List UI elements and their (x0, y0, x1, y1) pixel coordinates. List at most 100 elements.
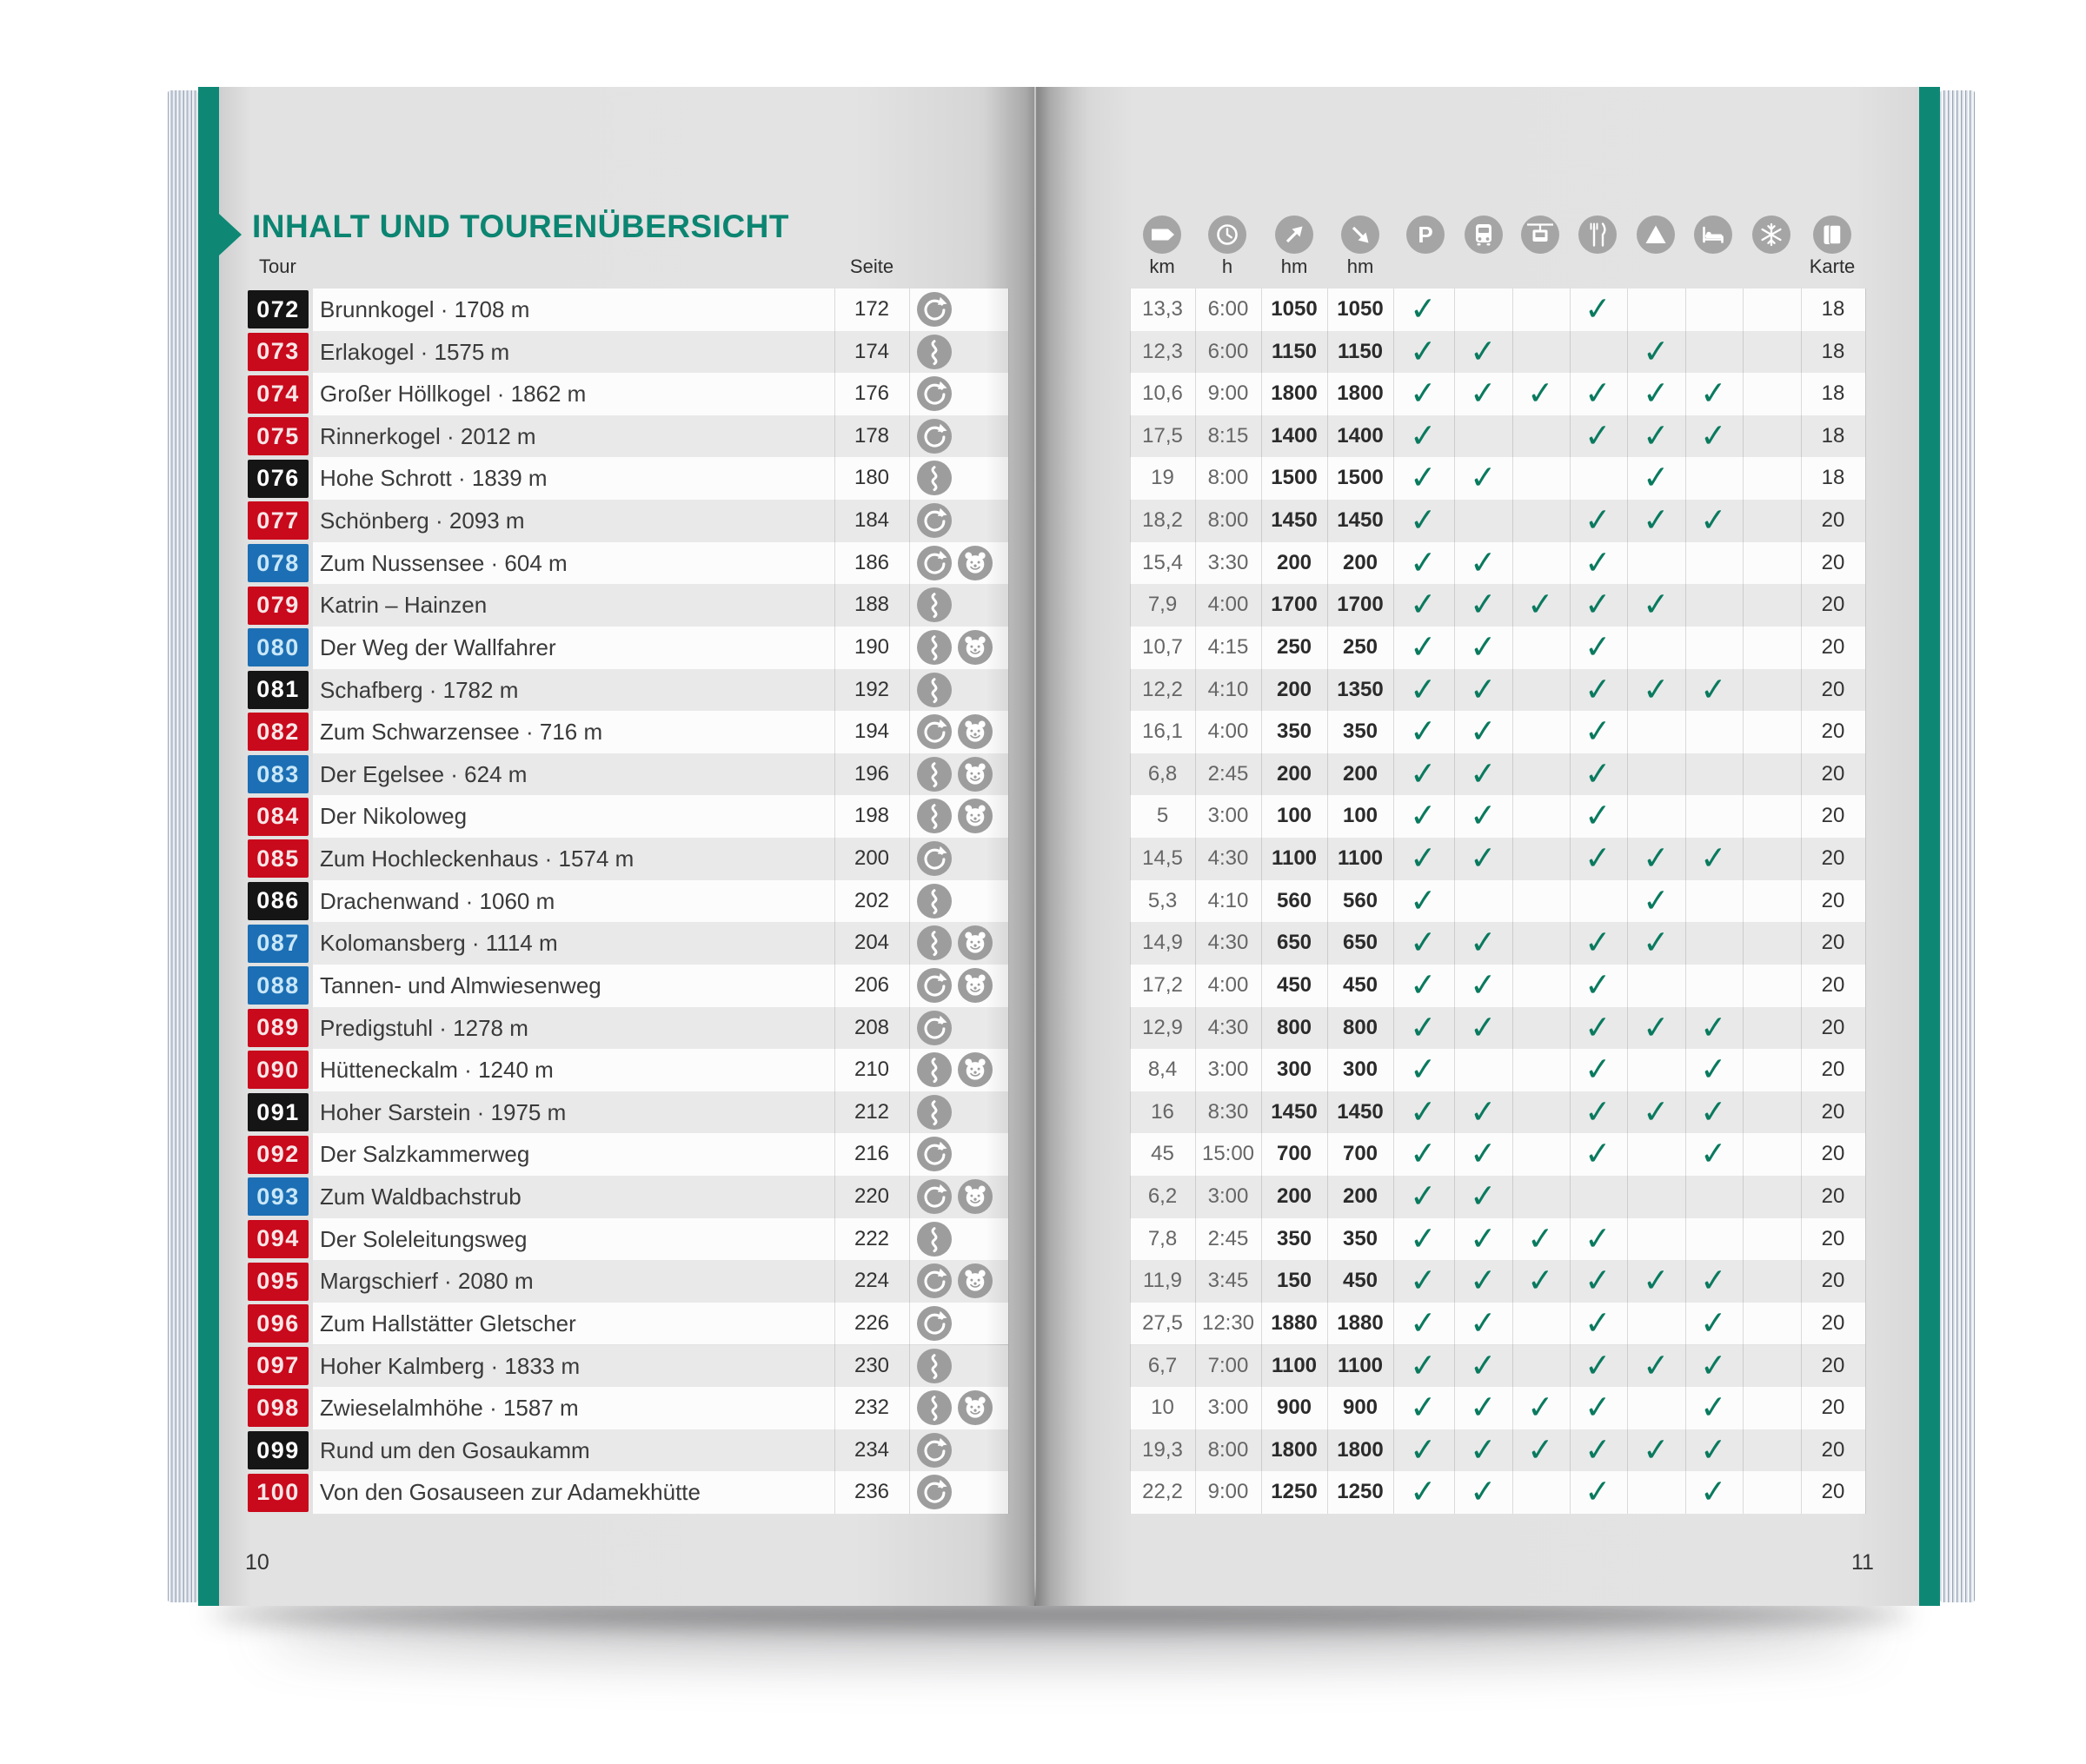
facility-accommodation-check: ✓ (1685, 1345, 1743, 1388)
facility-cable-car-empty (1512, 1091, 1570, 1134)
facility-parking-check: ✓ (1393, 415, 1454, 458)
parking-icon: P (1406, 216, 1445, 254)
facility-accommodation-empty (1685, 795, 1743, 838)
facility-bus-check: ✓ (1454, 1387, 1512, 1429)
tour-page-number: 210 (854, 1058, 890, 1082)
facility-parking-check: ✓ (1393, 1091, 1454, 1134)
tour-data-row: 27,5 12:30 1880 1880 ✓ ✓ ✓ ✓ 20 (1036, 1302, 1919, 1345)
facility-accommodation-empty (1685, 331, 1743, 374)
km-value: 10,6 (1142, 381, 1183, 406)
facility-restaurant-check: ✓ (1570, 1345, 1627, 1388)
ascent-value: 150 (1276, 1269, 1312, 1293)
loop-icon (917, 292, 952, 327)
row-stripe (313, 1387, 1008, 1429)
facility-bus-check: ✓ (1454, 669, 1512, 712)
check-icon: ✓ (1584, 627, 1613, 666)
facility-winter-empty (1743, 1218, 1801, 1261)
descent-value: 450 (1342, 1269, 1378, 1293)
facility-cable-car-empty (1512, 1176, 1570, 1218)
facility-cable-car-empty (1512, 331, 1570, 374)
ascent-value: 200 (1276, 677, 1312, 701)
check-icon: ✓ (1409, 839, 1438, 878)
tour-page-number: 196 (854, 761, 890, 786)
karte-value: 20 (1821, 761, 1845, 786)
km-value: 5 (1156, 804, 1169, 828)
tour-page-number: 222 (854, 1226, 890, 1250)
facility-mountain-check: ✓ (1627, 500, 1685, 542)
family-bear-icon (958, 925, 993, 961)
loop-icon (917, 503, 952, 539)
facility-bus-check: ✓ (1454, 1007, 1512, 1050)
duration-value: 9:00 (1207, 1480, 1249, 1504)
facility-winter-empty (1743, 415, 1801, 458)
ascent-value: 900 (1276, 1396, 1312, 1420)
facility-winter-empty (1743, 880, 1801, 923)
descent-value: 200 (1342, 550, 1378, 574)
check-icon: ✓ (1409, 1472, 1438, 1512)
facility-winter-empty (1743, 1303, 1801, 1345)
tour-row: 079 Katrin – Hainzen 188 (219, 584, 1034, 627)
tour-name: Großer Höllkogel · 1862 m (320, 381, 587, 408)
route-icon (917, 1052, 952, 1088)
facility-parking-check: ✓ (1393, 965, 1454, 1007)
km-value: 7,9 (1147, 593, 1178, 617)
ascent-value: 650 (1276, 931, 1312, 955)
facility-accommodation-check: ✓ (1685, 1471, 1743, 1514)
descent-value: 200 (1342, 1184, 1378, 1209)
facility-parking-check: ✓ (1393, 627, 1454, 669)
facility-bus-check: ✓ (1454, 627, 1512, 669)
karte-value: 20 (1821, 1226, 1845, 1250)
check-icon: ✓ (1641, 669, 1671, 709)
row-stripe (313, 584, 1008, 627)
tour-badge: 079 (248, 586, 309, 625)
tour-data-row: 14,9 4:30 650 650 ✓ ✓ ✓ ✓ 20 (1036, 922, 1919, 965)
check-icon: ✓ (1526, 1429, 1556, 1469)
tour-name: Schafberg · 1782 m (320, 676, 519, 703)
tour-data-row: 11,9 3:45 150 450 ✓ ✓ ✓ ✓ ✓ ✓ 20 (1036, 1260, 1919, 1303)
tour-page-number: 226 (854, 1310, 890, 1335)
tour-page-number: 174 (854, 339, 890, 363)
check-icon: ✓ (1584, 1091, 1613, 1131)
tour-row: 086 Drachenwand · 1060 m 202 (219, 879, 1034, 923)
duration-value: 4:10 (1207, 677, 1249, 701)
tour-page-number: 188 (854, 593, 890, 617)
check-icon: ✓ (1641, 1007, 1671, 1047)
facility-mountain-empty (1627, 627, 1685, 669)
ascent-value: 1100 (1271, 846, 1318, 871)
family-bear-icon (958, 1052, 993, 1088)
facility-parking-check: ✓ (1393, 1133, 1454, 1176)
facility-parking-check: ✓ (1393, 711, 1454, 753)
facility-mountain-empty (1627, 1176, 1685, 1218)
tour-row: 096 Zum Hallstätter Gletscher 226 (219, 1302, 1034, 1345)
facility-parking-check: ✓ (1393, 584, 1454, 627)
check-icon: ✓ (1409, 374, 1438, 414)
tour-row: 074 Großer Höllkogel · 1862 m 176 (219, 373, 1034, 415)
facility-accommodation-empty (1685, 753, 1743, 796)
duration-value: 9:00 (1207, 381, 1249, 406)
descent-value: 450 (1342, 972, 1378, 997)
check-icon: ✓ (1409, 585, 1438, 625)
facility-mountain-empty (1627, 711, 1685, 753)
check-icon: ✓ (1468, 923, 1498, 963)
ascent-value: 200 (1276, 550, 1312, 574)
row-stripe (1130, 414, 1865, 458)
facility-restaurant-check: ✓ (1570, 1007, 1627, 1050)
tour-badge: 086 (248, 881, 309, 920)
tour-name: Predigstuhl · 1278 m (320, 1014, 528, 1041)
check-icon: ✓ (1641, 1345, 1671, 1385)
tour-row: 075 Rinnerkogel · 2012 m 178 (219, 414, 1034, 458)
duration-value: 4:30 (1207, 931, 1249, 955)
restaurant-icon (1578, 216, 1617, 254)
tour-name: Hohe Schrott · 1839 m (320, 465, 548, 492)
facility-restaurant-check: ✓ (1570, 1133, 1627, 1176)
tour-page-number: 200 (854, 846, 890, 871)
karte-value: 20 (1821, 1353, 1845, 1377)
loop-icon (917, 1475, 952, 1510)
row-stripe (1130, 838, 1865, 880)
check-icon: ✓ (1584, 923, 1613, 963)
tour-badge: 087 (248, 924, 309, 963)
facility-mountain-empty (1627, 1133, 1685, 1176)
tour-row: 094 Der Soleleitungsweg 222 (219, 1217, 1034, 1261)
duration-value: 15:00 (1201, 1142, 1255, 1166)
km-value: 6,2 (1147, 1184, 1178, 1209)
